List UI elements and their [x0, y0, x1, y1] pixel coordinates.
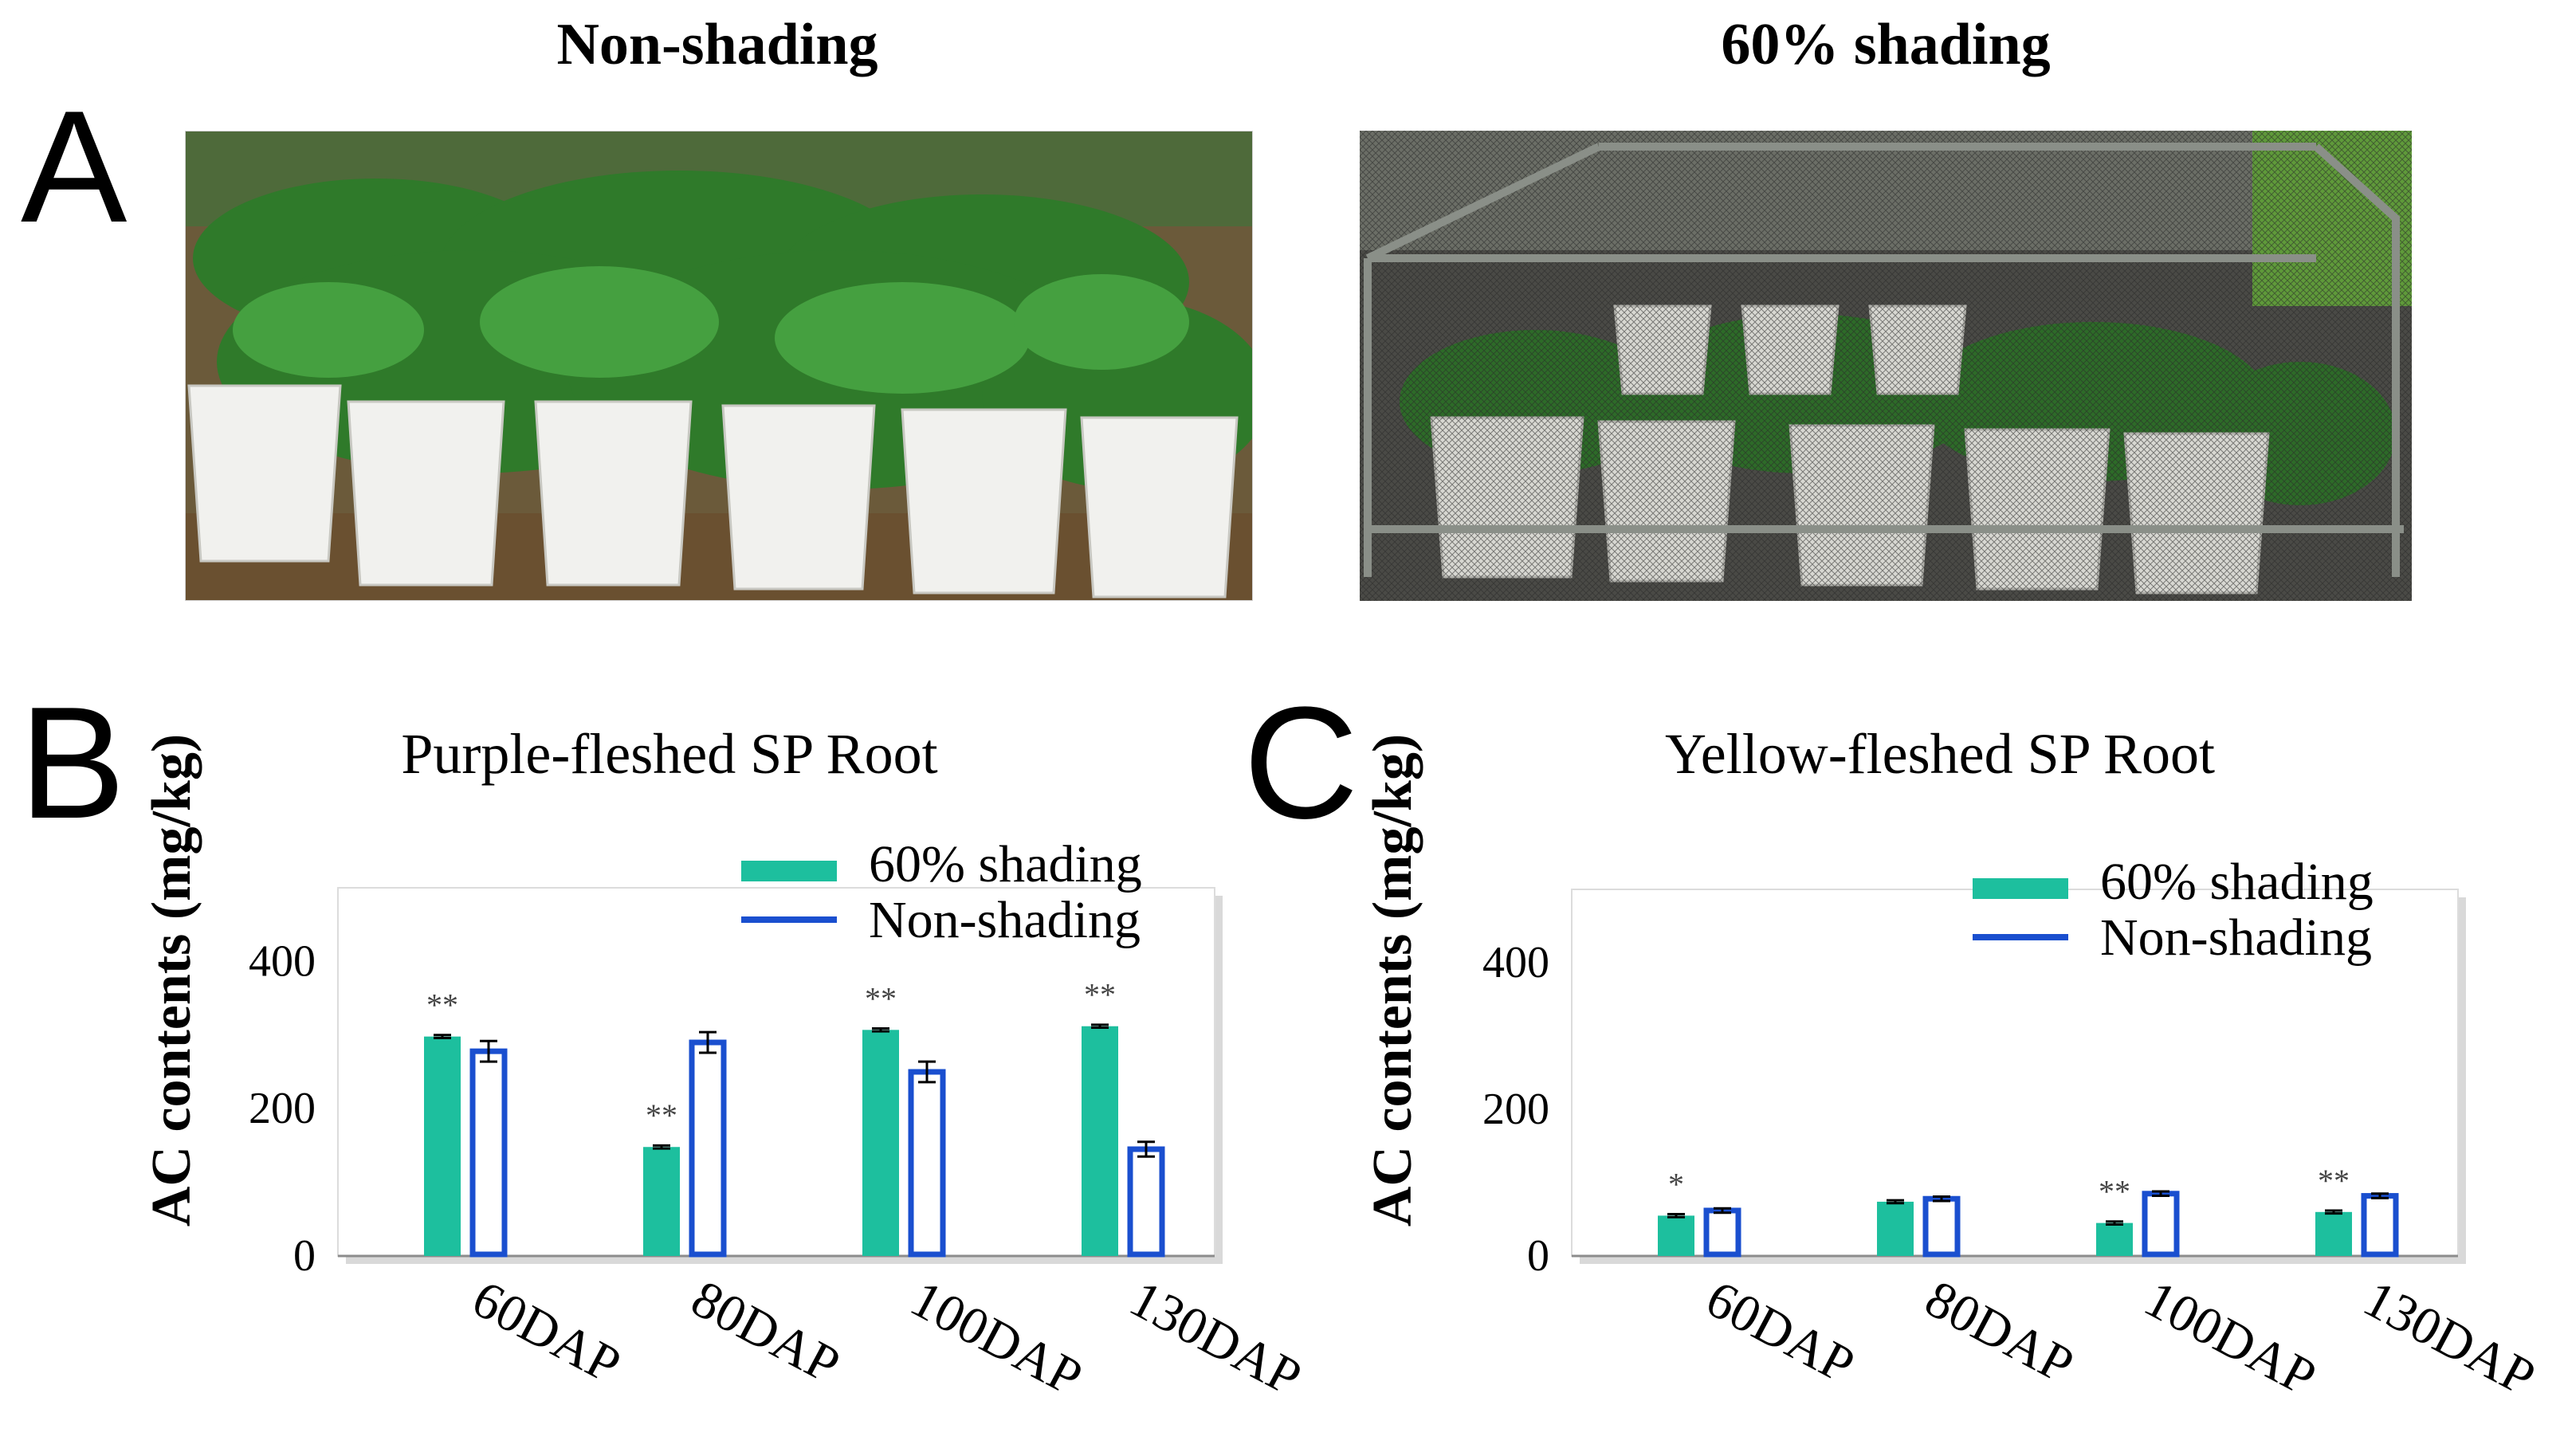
purple-ytick-label: 400	[249, 936, 316, 986]
purple-bar-nonshading	[469, 1048, 508, 1258]
purple-legend-label-nonshading: Non-shading	[869, 891, 1141, 949]
purple-bar-nonshading	[689, 1039, 727, 1258]
yellow-bar-nonshading	[1703, 1207, 1741, 1258]
purple-legend-label-shading: 60% shading	[869, 835, 1142, 893]
yellow-category-label: 130DAP	[2354, 1270, 2544, 1407]
purple-bar-shading	[862, 1030, 899, 1256]
yellow-frame	[1571, 889, 2459, 1257]
chart-purple-fleshed: 0 200 400 AC contents (mg/kg) Purple-fleshed…	[0, 638, 1310, 1434]
yellow-bar-shading	[1877, 1201, 1914, 1256]
purple-significance-label: **	[865, 980, 897, 1016]
non-shading-photo-title: Non-shading	[556, 12, 878, 77]
shading-photo	[1360, 131, 2412, 601]
yellow-significance-label: **	[2099, 1174, 2130, 1210]
purple-bar-nonshading	[1127, 1146, 1165, 1258]
panel-c-letter: C	[1243, 674, 1359, 852]
purple-significance-label: **	[1084, 977, 1116, 1013]
purple-bar-shading	[1082, 1026, 1118, 1256]
chart-yellow-fleshed: 0 200 400 AC contents (mg/kg) Yellow-fleshed…	[1227, 638, 2564, 1434]
yellow-significance-label: *	[1668, 1166, 1684, 1202]
purple-title: Purple-fleshed SP Root	[401, 722, 937, 786]
yellow-significance-label: **	[2318, 1163, 2350, 1199]
shading-photo-title: 60% shading	[1721, 12, 2051, 77]
chart-purple-svg: 0 200 400 AC contents (mg/kg) Purple-fleshed…	[141, 722, 1310, 1407]
purple-category-label: 60DAP	[463, 1270, 630, 1395]
yellow-ytick-label: 200	[1482, 1085, 1549, 1134]
yellow-legend-swatch-shading	[1973, 878, 2068, 899]
yellow-category-label: 100DAP	[2135, 1270, 2325, 1407]
yellow-category-label: 60DAP	[1697, 1270, 1863, 1395]
yellow-category-label: 80DAP	[1916, 1270, 2083, 1395]
yellow-ytick-label: 400	[1482, 938, 1549, 987]
yellow-bar-shading	[2315, 1211, 2352, 1256]
purple-category-label: 100DAP	[901, 1270, 1091, 1407]
non-shading-photo	[185, 131, 1253, 601]
yellow-bar-shading	[1658, 1215, 1694, 1256]
yellow-bar-nonshading	[2142, 1191, 2180, 1258]
purple-bar-nonshading	[908, 1069, 946, 1258]
yellow-title: Yellow-fleshed SP Root	[1665, 722, 2215, 786]
yellow-ytick-label: 0	[1527, 1231, 1549, 1281]
yellow-bar-shading	[2096, 1222, 2133, 1256]
purple-ylabel: AC contents (mg/kg)	[141, 734, 202, 1226]
panel-b-letter: B	[19, 674, 126, 852]
yellow-bar-nonshading	[2361, 1193, 2399, 1258]
purple-significance-label: **	[646, 1097, 677, 1133]
purple-bar-shading	[424, 1036, 461, 1256]
yellow-ylabel: AC contents (mg/kg)	[1362, 734, 1423, 1226]
yellow-legend-label-nonshading: Non-shading	[2100, 909, 2372, 967]
purple-ytick-label: 0	[293, 1231, 316, 1281]
purple-legend-swatch-shading	[741, 861, 837, 881]
yellow-legend-label-shading: 60% shading	[2100, 853, 2374, 911]
yellow-bar-nonshading	[1922, 1195, 1961, 1258]
purple-ytick-label: 200	[249, 1084, 316, 1133]
purple-bar-shading	[643, 1147, 680, 1256]
chart-yellow-svg: 0 200 400 AC contents (mg/kg) Yellow-fleshed…	[1362, 722, 2544, 1407]
panel-a-letter: A	[21, 78, 128, 256]
purple-category-label: 80DAP	[682, 1270, 849, 1395]
purple-significance-label: **	[426, 987, 458, 1023]
